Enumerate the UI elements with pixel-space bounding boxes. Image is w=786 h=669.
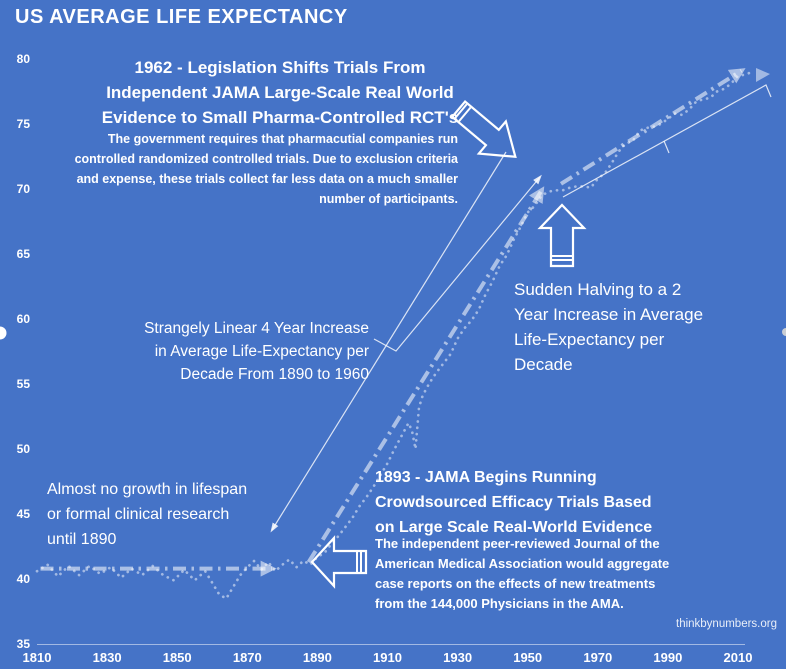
x-tick-label: 1990 — [653, 650, 683, 665]
y-tick-label: 80 — [16, 52, 30, 66]
x-tick-label: 1890 — [302, 650, 332, 665]
decoration-layer — [0, 68, 786, 645]
block-arrow-up-icon — [537, 203, 587, 268]
y-tick-label: 75 — [16, 117, 30, 131]
y-tick-label: 45 — [16, 507, 30, 521]
trend-arrow-linear-rise-1890-1960 — [306, 186, 545, 564]
callout-arrow-icon — [373, 174, 542, 352]
x-tick-label: 1950 — [513, 650, 543, 665]
x-tick-label: 1910 — [373, 650, 402, 665]
annotation-sudden-halving: Sudden Halving to a 2 Year Increase in A… — [514, 280, 704, 374]
x-tick-label: 1810 — [22, 650, 52, 665]
x-tick-label: 1850 — [162, 650, 192, 665]
y-tick-label: 60 — [16, 312, 30, 326]
annotation-no-growth: Almost no growth in lifespan or formal c… — [47, 481, 248, 548]
watermark: thinkbynumbers.org — [676, 618, 777, 630]
annotation-1962-body: The government requires that pharmacutia… — [74, 132, 458, 206]
small-triangle-pointer-icon — [756, 68, 770, 82]
x-tick-label: 1870 — [232, 650, 262, 665]
trend-arrow-slowed-rise-1960-2015 — [559, 68, 746, 186]
x-tick-label: 1930 — [443, 650, 473, 665]
annotation-strangely-linear: Strangely Linear 4 Year Increase in Aver… — [144, 320, 369, 383]
block-arrow-left-icon — [310, 535, 368, 589]
left-edge-dot — [0, 326, 7, 340]
callout-arrow-icon — [270, 151, 507, 533]
annotation-1893-body: The independent peer-reviewed Journal of… — [375, 536, 670, 611]
annotation-1962-heading: 1962 - Legislation Shifts Trials From In… — [101, 58, 459, 127]
y-tick-label: 70 — [16, 182, 30, 196]
x-tick-label: 2010 — [723, 650, 753, 665]
x-tick-label: 1830 — [92, 650, 122, 665]
y-tick-label: 65 — [16, 247, 30, 261]
annotation-1893-heading: 1893 - JAMA Begins Running Crowdsourced … — [375, 469, 653, 536]
y-tick-label: 50 — [16, 442, 30, 456]
bracket-tick — [663, 140, 670, 154]
y-tick-label: 40 — [16, 572, 30, 586]
bracket-line — [562, 84, 772, 198]
right-edge-dot — [782, 328, 786, 336]
y-tick-label: 55 — [16, 377, 30, 391]
life-expectancy-dotted-line — [35, 70, 754, 601]
y-tick-label: 35 — [16, 637, 30, 651]
data-layer — [35, 68, 754, 601]
page-title: US AVERAGE LIFE EXPECTANCY — [15, 6, 348, 28]
block-arrow-down-right-icon — [450, 100, 517, 159]
x-tick-label: 1970 — [583, 650, 613, 665]
